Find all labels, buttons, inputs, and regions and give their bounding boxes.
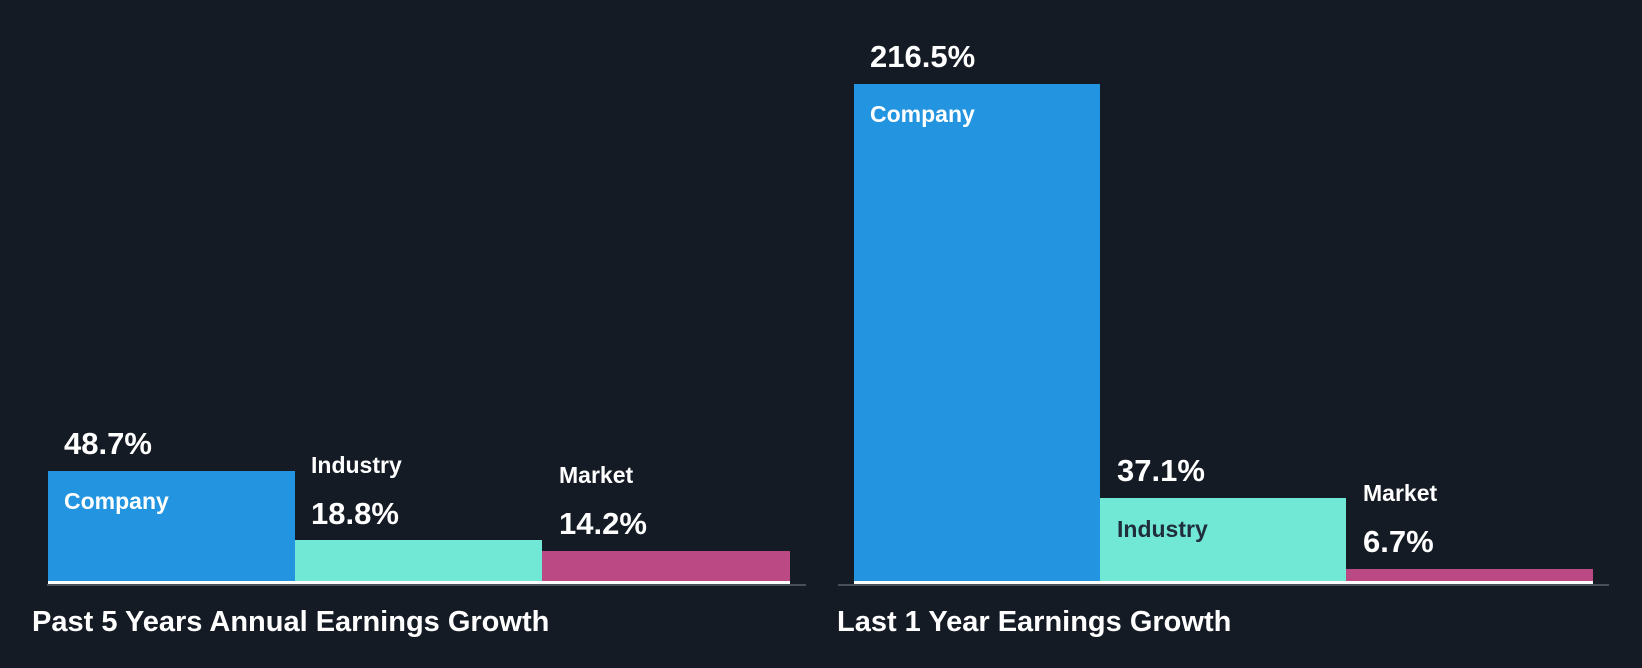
chart-title: Last 1 Year Earnings Growth [837, 606, 1232, 638]
x-axis [838, 584, 1609, 586]
industry-label: Industry [311, 452, 402, 478]
bar-company [854, 84, 1100, 584]
x-axis [47, 584, 806, 586]
market-value: 6.7% [1363, 524, 1434, 559]
company-value: 48.7% [64, 426, 152, 461]
industry-value: 37.1% [1117, 453, 1205, 488]
bar-industry [295, 540, 542, 584]
market-label: Market [559, 462, 634, 488]
bar-industry [1100, 498, 1346, 584]
bar-market [542, 551, 790, 584]
chart-last-1-year: 216.5% Company 37.1% Industry Market 6.7… [821, 0, 1642, 668]
industry-label: Industry [1117, 516, 1208, 542]
company-label: Company [870, 101, 975, 127]
market-label: Market [1363, 480, 1438, 506]
industry-value: 18.8% [311, 496, 399, 531]
bar-company [48, 471, 295, 584]
chart-title: Past 5 Years Annual Earnings Growth [32, 606, 550, 638]
market-value: 14.2% [559, 506, 647, 541]
company-value: 216.5% [870, 39, 976, 74]
chart-past-5-years: 48.7% Company Industry 18.8% Market 14.2… [32, 426, 806, 638]
company-label: Company [64, 488, 169, 514]
bar-market [1346, 569, 1593, 584]
